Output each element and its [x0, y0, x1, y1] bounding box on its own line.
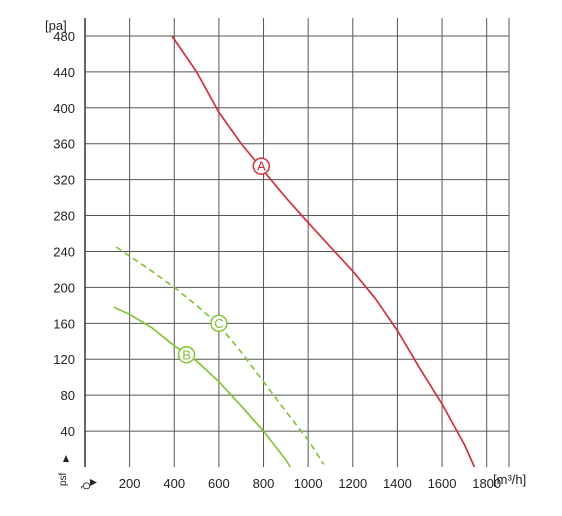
y-tick-label: 280: [53, 209, 75, 224]
y-tick-label: 400: [53, 101, 75, 116]
x-tick-label: 1200: [338, 476, 367, 491]
curve-c: [115, 246, 325, 465]
x-axis-symbol-group: Q: [80, 479, 97, 490]
y-tick-label: 240: [53, 244, 75, 259]
y-axis-symbol-group: psf: [58, 455, 69, 486]
y-tick-label: 320: [53, 173, 75, 188]
x-tick-label: 400: [163, 476, 185, 491]
y-tick-label: 120: [53, 352, 75, 367]
y-tick-label: 80: [61, 388, 75, 403]
y-tick-label: 160: [53, 316, 75, 331]
x-tick-label: 1600: [428, 476, 457, 491]
x-tick-label: 200: [119, 476, 141, 491]
x-tick-label: 1800: [472, 476, 501, 491]
y-axis-arrow-icon: [63, 455, 69, 462]
x-tick-labels: 200 400 600 800 1000 1200 1400 1600 1800: [119, 476, 501, 491]
y-tick-label: 40: [61, 424, 75, 439]
curve-a: [171, 35, 476, 468]
marker-c-circle: [210, 314, 228, 333]
curves: [113, 35, 476, 468]
y-unit-label: [pa]: [45, 18, 67, 33]
x-axis-arrow-icon: [90, 479, 97, 486]
x-tick-label: 1000: [294, 476, 323, 491]
marker-c-label: C: [214, 316, 223, 331]
y-tick-label: 360: [53, 137, 75, 152]
y-tick-labels: 40 80 120 160 200 240 280 320 360 400 440 480: [53, 29, 75, 439]
y-axis-symbol: psf: [58, 472, 69, 486]
marker-b-label: B: [182, 347, 191, 362]
plot-grid: [84, 18, 510, 467]
x-tick-label: 800: [253, 476, 275, 491]
x-unit-label: [m³/h]: [493, 472, 526, 487]
y-tick-label: 440: [53, 65, 75, 80]
x-axis-symbol: Q: [80, 482, 91, 490]
y-tick-label: 480: [53, 29, 75, 44]
x-tick-label: 1400: [383, 476, 412, 491]
marker-a-label: A: [257, 159, 266, 174]
y-tick-label: 200: [53, 280, 75, 295]
curve-markers: A C B: [177, 157, 270, 364]
marker-a-circle: [252, 157, 270, 175]
x-tick-label: 600: [208, 476, 230, 491]
curve-b: [113, 306, 291, 468]
marker-b-circle: [177, 346, 196, 364]
